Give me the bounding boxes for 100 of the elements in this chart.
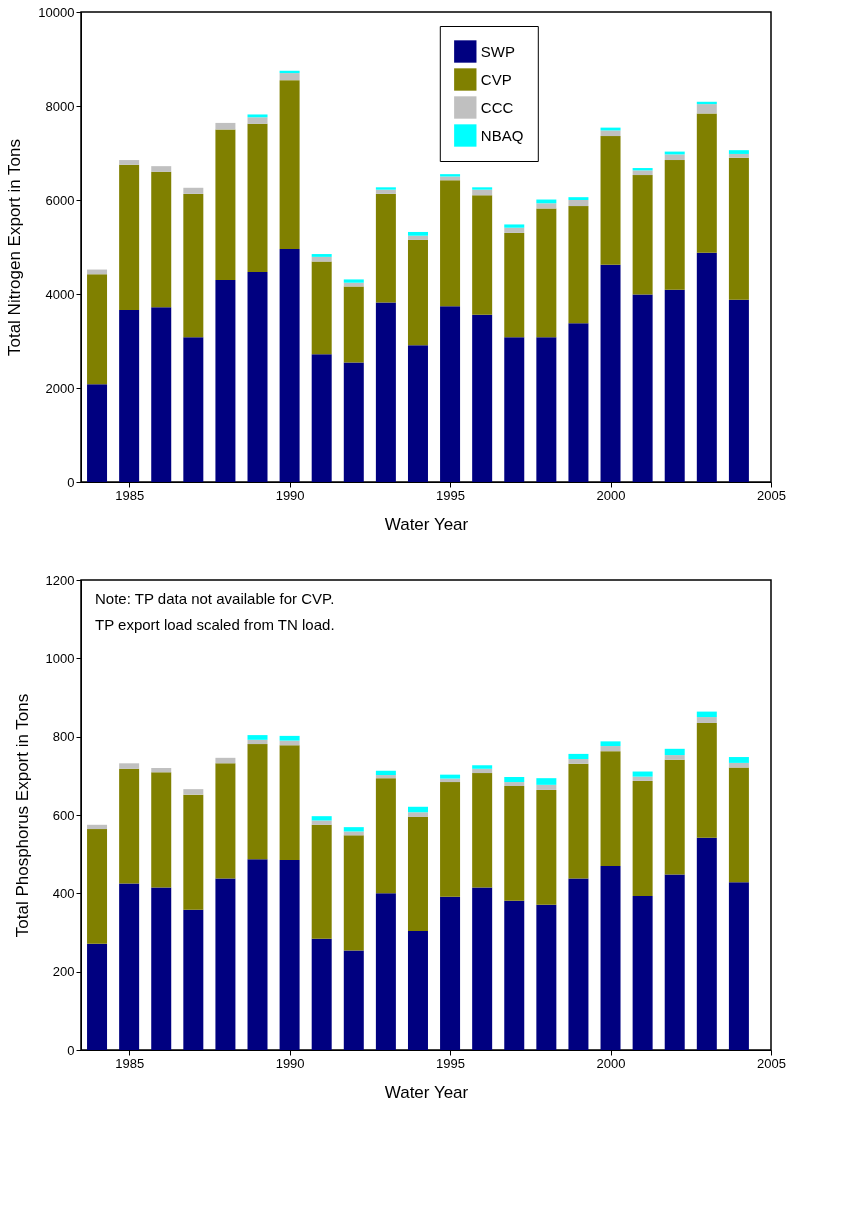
bar bbox=[407, 235, 428, 240]
bar bbox=[151, 166, 172, 172]
bar bbox=[247, 859, 268, 1050]
x-tick-label: 2000 bbox=[596, 1055, 626, 1071]
bar bbox=[664, 759, 685, 875]
bar bbox=[536, 789, 557, 905]
bar bbox=[440, 180, 461, 307]
y-tick-label: 200 bbox=[52, 964, 75, 980]
bar bbox=[215, 878, 236, 1050]
bar bbox=[568, 206, 589, 324]
bar bbox=[440, 774, 461, 779]
bar bbox=[632, 771, 653, 777]
bar bbox=[568, 758, 589, 764]
bar bbox=[151, 171, 172, 308]
bar bbox=[568, 753, 589, 759]
bar bbox=[375, 302, 396, 482]
bar bbox=[600, 746, 621, 752]
bar bbox=[696, 104, 717, 114]
annotation: Note: TP data not available for CVP. bbox=[95, 590, 335, 607]
bar bbox=[183, 794, 204, 910]
bar bbox=[151, 772, 172, 888]
bar bbox=[215, 129, 236, 280]
bar bbox=[440, 306, 461, 482]
bar bbox=[279, 745, 300, 861]
bar bbox=[311, 354, 332, 482]
y-tick-label: 0 bbox=[67, 474, 75, 490]
bar bbox=[600, 751, 621, 866]
bar bbox=[536, 203, 557, 209]
bar bbox=[343, 279, 364, 283]
bar bbox=[183, 193, 204, 338]
bar bbox=[119, 164, 140, 310]
legend-label: SWP bbox=[480, 42, 515, 60]
bar bbox=[119, 160, 140, 165]
bar bbox=[504, 786, 525, 901]
y-tick-label: 800 bbox=[52, 729, 75, 745]
bar bbox=[119, 763, 140, 769]
bar bbox=[696, 711, 717, 718]
bar bbox=[632, 294, 653, 482]
bar bbox=[536, 778, 557, 785]
bar bbox=[279, 735, 300, 741]
bar bbox=[247, 744, 268, 860]
bar bbox=[151, 768, 172, 773]
bar bbox=[664, 289, 685, 482]
bar bbox=[472, 314, 493, 482]
bar bbox=[311, 254, 332, 257]
bar bbox=[600, 130, 621, 137]
bar bbox=[632, 170, 653, 176]
bar bbox=[343, 835, 364, 951]
bar bbox=[472, 773, 493, 888]
bar bbox=[87, 384, 108, 482]
bar bbox=[728, 757, 749, 763]
x-tick-label: 1985 bbox=[115, 487, 145, 503]
bar bbox=[504, 224, 525, 228]
bar bbox=[568, 197, 589, 200]
bar bbox=[375, 893, 396, 1050]
bar bbox=[247, 271, 268, 482]
bar bbox=[696, 722, 717, 838]
bar bbox=[568, 323, 589, 482]
bar bbox=[632, 776, 653, 781]
bar bbox=[183, 187, 204, 194]
bar bbox=[247, 739, 268, 745]
bar bbox=[343, 827, 364, 832]
bar bbox=[600, 865, 621, 1050]
x-tick-label: 1990 bbox=[275, 1055, 305, 1071]
bar bbox=[375, 189, 396, 194]
bar bbox=[407, 806, 428, 813]
bar bbox=[728, 762, 749, 768]
bar bbox=[311, 938, 332, 1050]
bar bbox=[472, 887, 493, 1050]
x-axis-title: Water Year bbox=[384, 1082, 469, 1102]
y-tick-label: 4000 bbox=[45, 286, 75, 302]
bar bbox=[536, 208, 557, 338]
bar bbox=[375, 770, 396, 776]
bar bbox=[151, 887, 172, 1050]
y-tick-label: 600 bbox=[52, 807, 75, 823]
bar bbox=[728, 299, 749, 482]
bar bbox=[407, 930, 428, 1050]
bar bbox=[311, 261, 332, 355]
x-tick-label: 2000 bbox=[596, 487, 626, 503]
bar bbox=[311, 820, 332, 825]
bar bbox=[311, 816, 332, 821]
bar bbox=[119, 883, 140, 1050]
bar bbox=[215, 122, 236, 130]
bar bbox=[472, 195, 493, 315]
bar bbox=[504, 777, 525, 783]
bar bbox=[504, 227, 525, 233]
bar bbox=[696, 837, 717, 1050]
bar bbox=[343, 286, 364, 363]
bar bbox=[728, 767, 749, 883]
legend-label: CCC bbox=[480, 98, 514, 116]
bar bbox=[407, 816, 428, 931]
bar bbox=[247, 114, 268, 118]
bar bbox=[664, 154, 685, 161]
bar bbox=[632, 780, 653, 897]
bar bbox=[247, 117, 268, 124]
bar bbox=[407, 345, 428, 482]
bar bbox=[536, 337, 557, 482]
y-tick-label: 6000 bbox=[45, 192, 75, 208]
bar bbox=[119, 309, 140, 482]
bar bbox=[664, 874, 685, 1050]
